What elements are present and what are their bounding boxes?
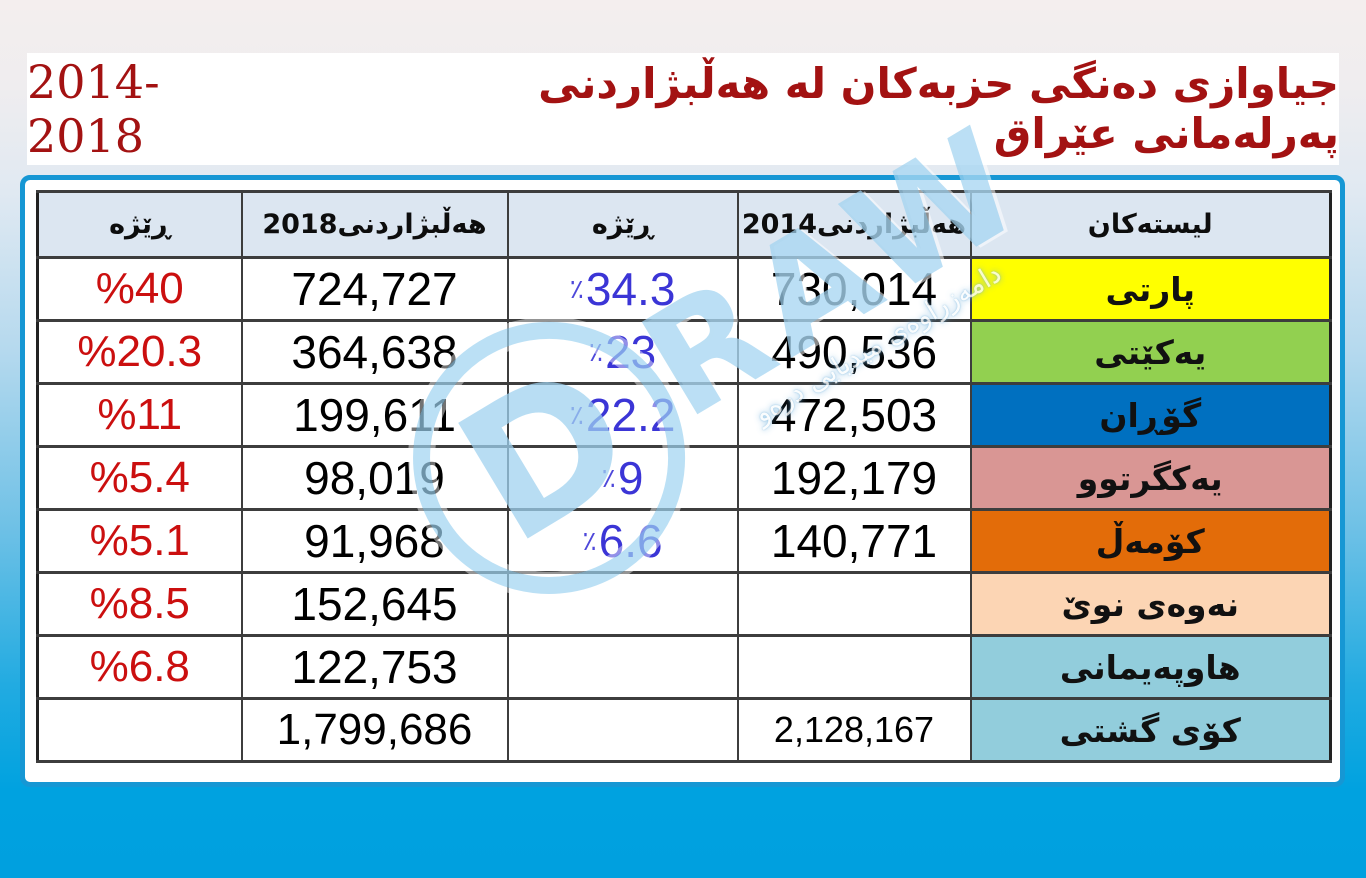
- pct-2014-value: 23: [605, 326, 657, 378]
- arabic-percent-sign: ٪: [601, 463, 616, 493]
- header-lists: لیستەکان: [969, 190, 1332, 259]
- table-row: هاوپەیمانی 122,753 %6.8: [36, 634, 1332, 700]
- title-years: 2014-2018: [27, 55, 160, 163]
- votes-2018-cell: 122,753: [240, 634, 509, 700]
- pct-2018-cell: %20.3: [36, 319, 243, 385]
- header-votes-2014: هەڵبژاردنی2014: [736, 190, 972, 259]
- table-row: کۆمەڵ 140,771 ٪6.6 91,968 %5.1: [36, 508, 1332, 574]
- pct-2014-value: 6.6: [598, 515, 663, 567]
- pct-2018-cell: %11: [36, 382, 243, 448]
- votes-2014-cell: 490,536: [736, 319, 972, 385]
- votes-2018-cell: 98,019: [240, 445, 509, 511]
- table-row: پارتی 730,014 ٪34.3 724,727 %40: [36, 256, 1332, 322]
- arabic-percent-sign: ٪: [588, 337, 604, 367]
- table-row: کۆی گشتی 2,128,167 1,799,686: [36, 697, 1332, 763]
- votes-2014-cell: 192,179: [736, 445, 972, 511]
- pct-2018-cell: %6.8: [36, 634, 243, 700]
- arabic-percent-sign: ٪: [569, 400, 584, 430]
- pct-2014-cell: [506, 697, 739, 763]
- party-name-cell: هاوپەیمانی: [969, 634, 1332, 700]
- votes-2014-cell: 472,503: [736, 382, 972, 448]
- party-name-cell: کۆی گشتی: [969, 697, 1332, 763]
- votes-2018-cell: 91,968: [240, 508, 509, 574]
- party-name-cell: کۆمەڵ: [969, 508, 1332, 574]
- pct-2014-value: 9: [617, 452, 644, 504]
- pct-2014-cell: [506, 571, 739, 637]
- header-row: لیستەکان هەڵبژاردنی2014 ڕێژە هەڵبژاردنی2…: [36, 190, 1332, 259]
- page-title: جیاوازی دەنگی حزبەکان لە هەڵبژاردنی پەرل…: [538, 58, 1339, 158]
- pct-2018-cell: %5.1: [36, 508, 243, 574]
- table-row: نەوەی نوێ 152,645 %8.5: [36, 571, 1332, 637]
- header-votes-2018: هەڵبژاردنی2018: [240, 190, 509, 259]
- table-header: لیستەکان هەڵبژاردنی2014 ڕێژە هەڵبژاردنی2…: [36, 190, 1332, 259]
- votes-2018-cell: 1,799,686: [240, 697, 509, 763]
- pct-2014-cell: [506, 634, 739, 700]
- arabic-percent-sign: ٪: [582, 526, 597, 556]
- title-banner: جیاوازی دەنگی حزبەکان لە هەڵبژاردنی پەرل…: [27, 53, 1339, 165]
- party-name-cell: نەوەی نوێ: [969, 571, 1332, 637]
- header-pct-2014: ڕێژە: [506, 190, 739, 259]
- pct-2018-cell: %40: [36, 256, 243, 322]
- pct-2014-cell: ٪9: [506, 445, 739, 511]
- votes-2014-cell: [736, 634, 972, 700]
- election-results-table: لیستەکان هەڵبژاردنی2014 ڕێژە هەڵبژاردنی2…: [36, 190, 1332, 763]
- arabic-percent-sign: ٪: [569, 274, 584, 304]
- votes-2014-cell: 2,128,167: [736, 697, 972, 763]
- votes-2014-cell: 730,014: [736, 256, 972, 322]
- pct-2018-cell: %8.5: [36, 571, 243, 637]
- table-row: گۆڕان 472,503 ٪22.2 199,611 %11: [36, 382, 1332, 448]
- pct-2014-value: 34.3: [585, 263, 676, 315]
- party-name-cell: پارتی: [969, 256, 1332, 322]
- header-pct-2018: ڕێژە: [36, 190, 243, 259]
- votes-2018-cell: 199,611: [240, 382, 509, 448]
- votes-2014-cell: 140,771: [736, 508, 972, 574]
- pct-2014-cell: ٪34.3: [506, 256, 739, 322]
- party-name-cell: گۆڕان: [969, 382, 1332, 448]
- party-name-cell: یەکێتی: [969, 319, 1332, 385]
- votes-2018-cell: 364,638: [240, 319, 509, 385]
- table-row: یەکێتی 490,536 ٪23 364,638 %20.3: [36, 319, 1332, 385]
- pct-2014-cell: ٪23: [506, 319, 739, 385]
- table-body: پارتی 730,014 ٪34.3 724,727 %40 یەکێتی 490,536…: [36, 256, 1332, 763]
- pct-2014-cell: ٪6.6: [506, 508, 739, 574]
- votes-2018-cell: 152,645: [240, 571, 509, 637]
- pct-2014-cell: ٪22.2: [506, 382, 739, 448]
- pct-2014-value: 22.2: [585, 389, 676, 441]
- pct-2018-cell: [36, 697, 243, 763]
- pct-2018-cell: %5.4: [36, 445, 243, 511]
- votes-2014-cell: [736, 571, 972, 637]
- votes-2018-cell: 724,727: [240, 256, 509, 322]
- table-row: یەکگرتوو 192,179 ٪9 98,019 %5.4: [36, 445, 1332, 511]
- party-name-cell: یەکگرتوو: [969, 445, 1332, 511]
